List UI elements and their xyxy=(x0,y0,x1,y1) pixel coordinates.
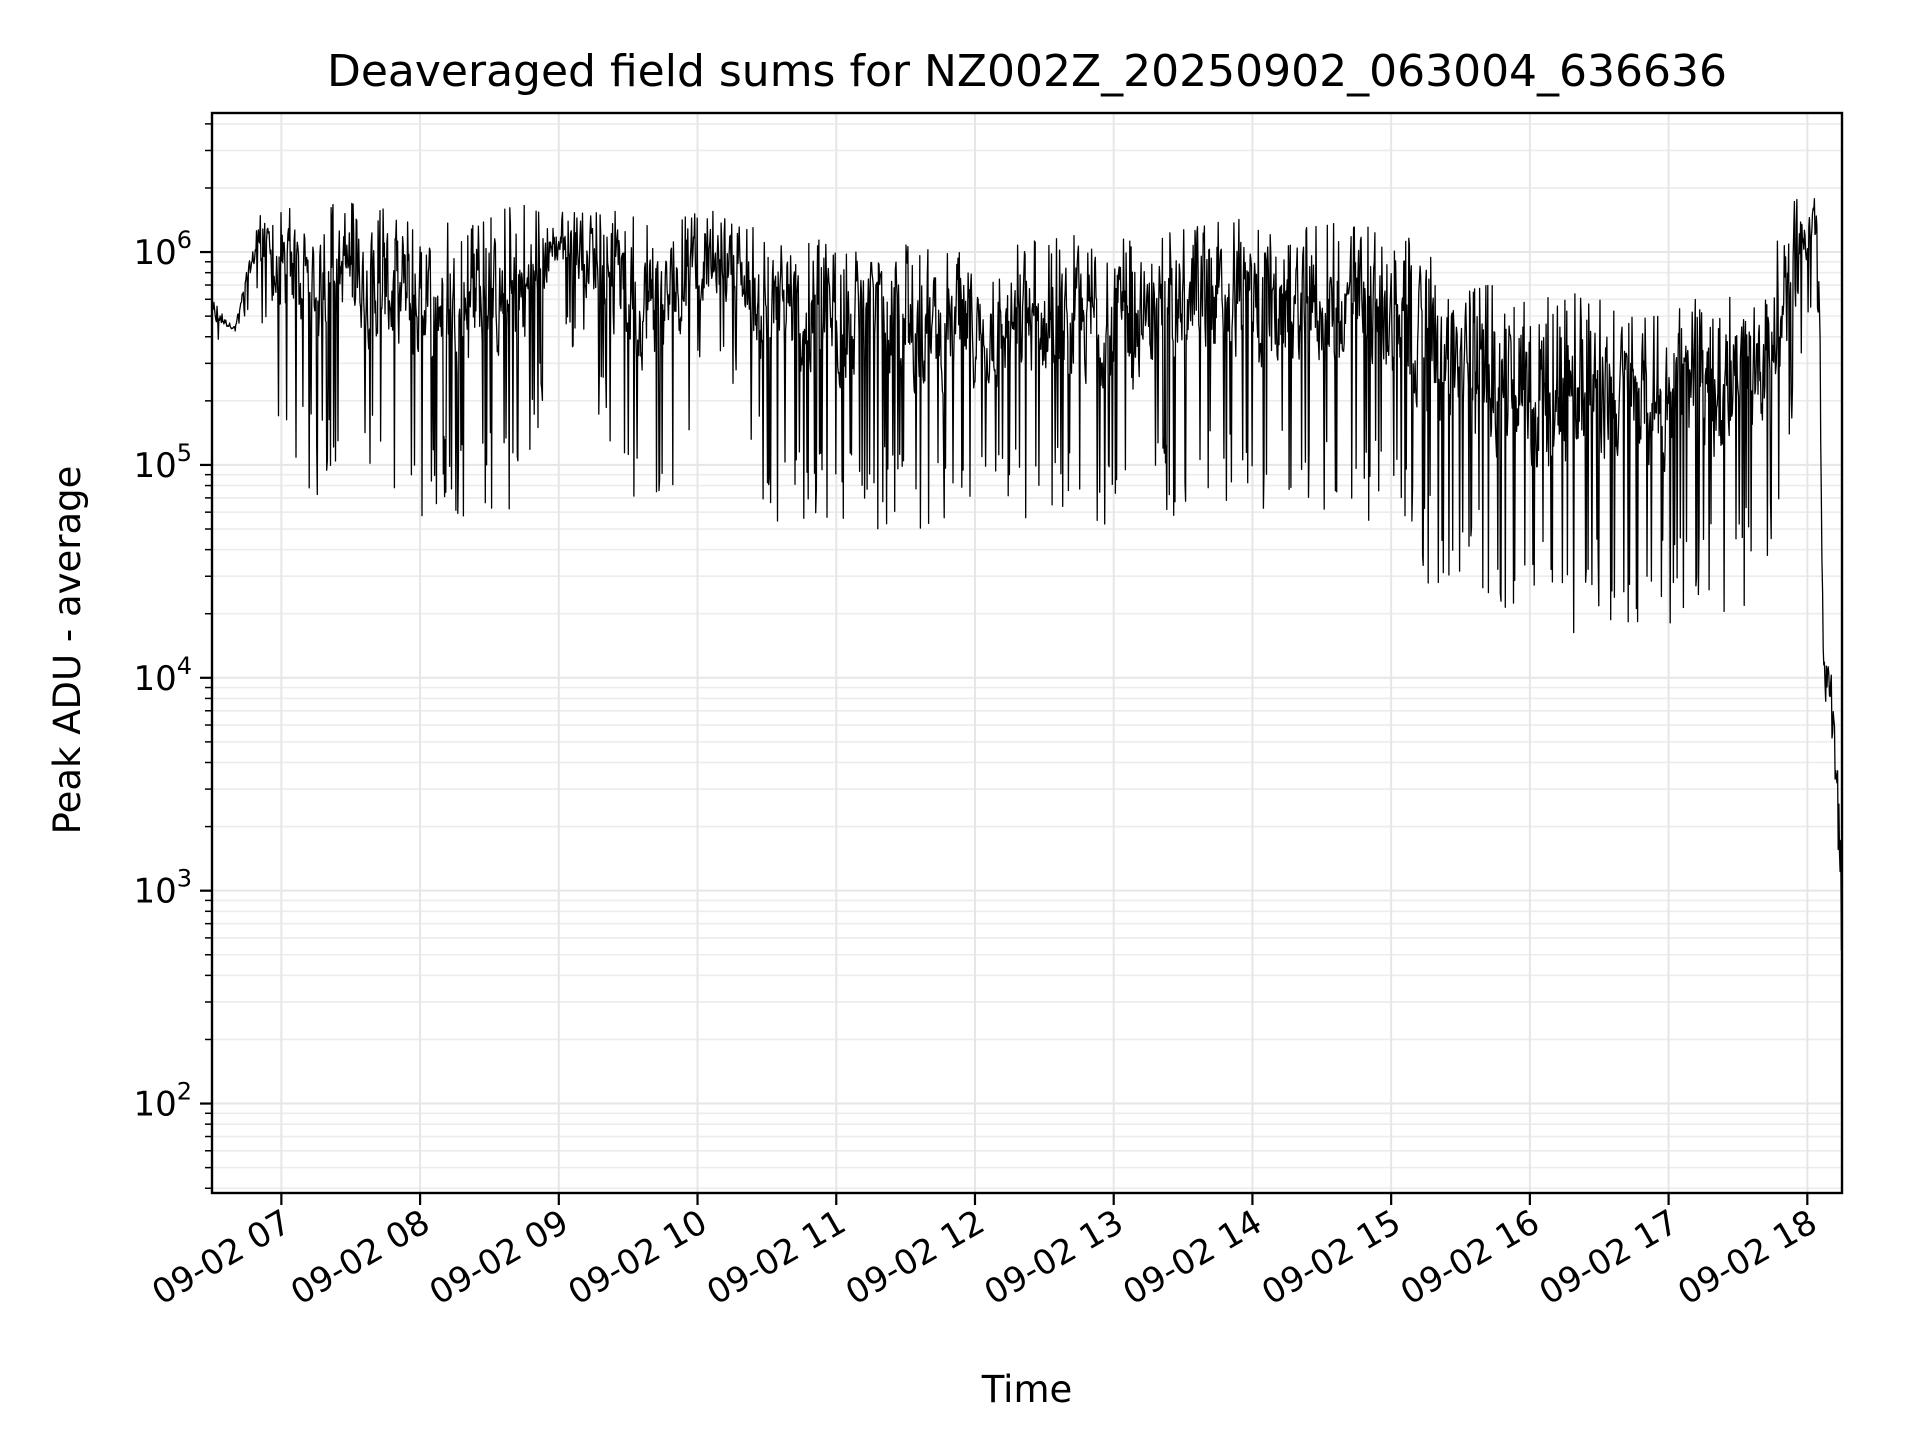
y-tick-base: 10 xyxy=(133,659,176,699)
axis-ticks xyxy=(200,123,1809,1205)
minor-gridlines xyxy=(212,123,1842,1190)
y-tick-base: 10 xyxy=(133,1085,176,1125)
y-tick-exponent: 4 xyxy=(177,652,192,680)
y-tick-exponent: 6 xyxy=(177,226,192,254)
y-tick-label: 104 xyxy=(133,652,192,699)
series-line xyxy=(211,197,1843,951)
chart-title: Deaveraged field sums for NZ002Z_2025090… xyxy=(327,46,1727,97)
y-tick-base: 10 xyxy=(133,872,176,912)
y-tick-exponent: 2 xyxy=(177,1078,192,1106)
y-axis-label: Peak ADU - average xyxy=(46,466,89,835)
y-tick-base: 10 xyxy=(133,233,176,273)
y-tick-label: 102 xyxy=(133,1078,192,1125)
y-tick-label: 106 xyxy=(133,226,192,273)
plot-frame xyxy=(210,111,1844,1195)
y-tick-label: 105 xyxy=(133,439,192,486)
x-axis-label: Time xyxy=(981,1368,1073,1411)
series-layer xyxy=(211,197,1843,951)
y-tick-label: 103 xyxy=(133,865,192,912)
y-tick-base: 10 xyxy=(133,446,176,486)
y-tick-exponent: 5 xyxy=(177,439,192,467)
y-tick-exponent: 3 xyxy=(177,865,192,893)
